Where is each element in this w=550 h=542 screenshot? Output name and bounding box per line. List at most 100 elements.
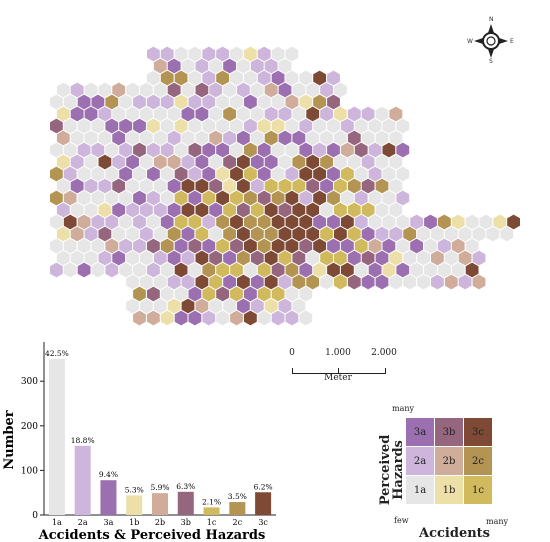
hex-cell — [354, 238, 368, 254]
hex-cell — [105, 190, 119, 206]
hex-cell — [140, 106, 153, 122]
hex-cell — [493, 214, 507, 230]
x-tick-label-1a: 1a — [52, 518, 62, 527]
hex-cell — [299, 262, 313, 278]
compass-e: E — [510, 38, 514, 45]
hex-cell — [153, 202, 167, 218]
bar-chart: 0 100 200 300 Number 42.5% 1a 18.8% 2a 9.4% 3a 5.3%… — [2, 342, 276, 542]
hex-cell — [257, 142, 271, 158]
y-tick-label: 100 — [21, 466, 38, 476]
hex-cell — [334, 82, 347, 98]
hex-cell — [230, 190, 243, 206]
hex-cell — [91, 118, 105, 134]
hex-cell — [299, 70, 313, 86]
hex-cell — [244, 166, 257, 182]
hex-cell — [299, 94, 313, 110]
hex-cell — [285, 286, 299, 302]
compass-s: S — [489, 58, 493, 65]
x-tick-label-2c: 2c — [233, 518, 243, 527]
hex-cell — [465, 214, 479, 230]
hex-cell — [84, 106, 98, 122]
hex-cell — [306, 250, 320, 266]
hex-cell — [334, 250, 347, 266]
hex-cell — [70, 106, 84, 122]
hex-cell — [160, 70, 174, 86]
hex-cell — [361, 154, 375, 170]
hex-cell — [403, 226, 417, 242]
hex-cell — [216, 238, 230, 254]
hex-cell — [174, 70, 188, 86]
hex-cell — [56, 178, 70, 194]
hex-cell — [167, 274, 181, 290]
hex-cell — [167, 106, 181, 122]
hex-cell — [98, 226, 112, 242]
hex-cell — [223, 226, 236, 242]
hex-cell — [181, 106, 195, 122]
legend-cell-1a: 1a — [406, 476, 434, 504]
hex-cell — [105, 142, 119, 158]
bar-label-1c: 2.1% — [202, 497, 221, 506]
hex-cell — [292, 130, 306, 146]
hex-cell — [216, 46, 230, 62]
hex-cell — [230, 118, 243, 134]
hex-cell — [174, 94, 188, 110]
x-axis-title: Accidents & Perceived Hazards — [38, 528, 266, 542]
hex-cell — [320, 202, 333, 218]
hex-cell — [188, 118, 202, 134]
hex-cell — [278, 82, 292, 98]
hex-cell — [50, 238, 63, 254]
hex-cell — [167, 58, 181, 74]
hex-cell — [112, 178, 126, 194]
x-tick-label-1c: 1c — [207, 518, 217, 527]
hex-cell — [202, 142, 216, 158]
hex-cell — [174, 214, 188, 230]
hex-cell — [375, 226, 389, 242]
hex-cell — [271, 214, 285, 230]
hex-cell — [181, 202, 195, 218]
hex-cell — [98, 154, 112, 170]
hex-cell — [147, 70, 160, 86]
scale-tick-0: 0 — [289, 348, 295, 358]
hex-cell — [347, 106, 361, 122]
hex-cell — [299, 142, 313, 158]
hex-cell — [91, 94, 105, 110]
hex-cell — [313, 94, 326, 110]
hex-cell — [77, 190, 91, 206]
hex-cell — [264, 250, 278, 266]
hex-cell — [306, 154, 320, 170]
hex-cell — [250, 82, 264, 98]
hex-cell — [56, 250, 70, 266]
hex-cell — [216, 214, 230, 230]
hex-cell — [424, 238, 437, 254]
hex-cell — [84, 82, 98, 98]
hex-cell — [209, 250, 223, 266]
hex-cell — [230, 214, 243, 230]
hex-cell — [188, 190, 202, 206]
hex-cell — [417, 274, 430, 290]
hex-cell — [230, 310, 243, 326]
hex-cell — [334, 106, 347, 122]
hex-cell — [202, 214, 216, 230]
hex-cell — [147, 46, 160, 62]
hex-cell — [91, 262, 105, 278]
hex-cell — [340, 166, 354, 182]
hex-cell — [223, 202, 236, 218]
hex-cell — [278, 226, 292, 242]
hex-cell — [70, 226, 84, 242]
hex-cell — [299, 238, 313, 254]
hex-cell — [126, 82, 139, 98]
hex-cell — [50, 142, 63, 158]
hex-cell — [105, 214, 119, 230]
hex-cell — [98, 82, 112, 98]
hex-cell — [361, 202, 375, 218]
hex-cell — [285, 70, 299, 86]
hex-cell — [112, 154, 126, 170]
hex-cell — [63, 238, 77, 254]
hex-cell — [63, 142, 77, 158]
bar-label-2b: 5.9% — [150, 483, 169, 492]
hex-cell — [437, 238, 451, 254]
hex-cell — [216, 286, 230, 302]
hex-cell — [368, 214, 382, 230]
hex-cell — [250, 226, 264, 242]
hex-cell — [230, 166, 243, 182]
